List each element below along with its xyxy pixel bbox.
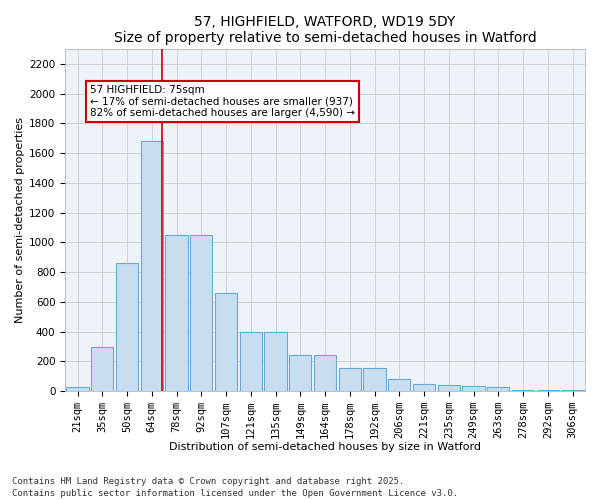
Bar: [116, 263, 138, 391]
Bar: [265, 332, 287, 391]
Bar: [140, 142, 163, 391]
Bar: [438, 385, 460, 391]
Bar: [512, 390, 534, 391]
Bar: [562, 390, 584, 391]
Bar: [338, 368, 361, 391]
Bar: [364, 368, 386, 391]
Text: 57 HIGHFIELD: 75sqm
← 17% of semi-detached houses are smaller (937)
82% of semi-: 57 HIGHFIELD: 75sqm ← 17% of semi-detach…: [90, 85, 355, 118]
Text: Contains HM Land Registry data © Crown copyright and database right 2025.
Contai: Contains HM Land Registry data © Crown c…: [12, 476, 458, 498]
Bar: [239, 332, 262, 391]
Bar: [413, 384, 435, 391]
Bar: [463, 386, 485, 391]
Bar: [67, 386, 89, 391]
Bar: [190, 235, 212, 391]
Title: 57, HIGHFIELD, WATFORD, WD19 5DY
Size of property relative to semi-detached hous: 57, HIGHFIELD, WATFORD, WD19 5DY Size of…: [113, 15, 536, 45]
Bar: [314, 356, 336, 391]
Bar: [289, 356, 311, 391]
Bar: [487, 386, 509, 391]
X-axis label: Distribution of semi-detached houses by size in Watford: Distribution of semi-detached houses by …: [169, 442, 481, 452]
Bar: [388, 379, 410, 391]
Bar: [166, 235, 188, 391]
Bar: [537, 390, 559, 391]
Bar: [91, 346, 113, 391]
Y-axis label: Number of semi-detached properties: Number of semi-detached properties: [15, 117, 25, 323]
Bar: [215, 293, 237, 391]
